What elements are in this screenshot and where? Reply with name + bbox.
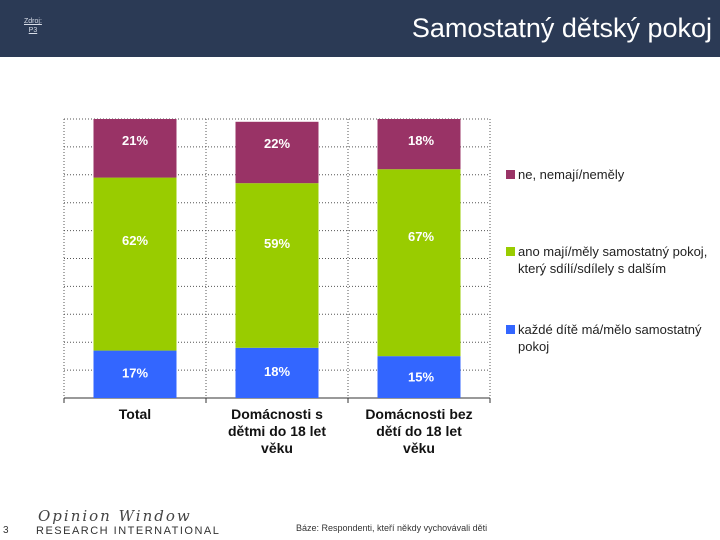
bar-segment bbox=[235, 183, 319, 348]
bar-segment bbox=[377, 119, 461, 170]
legend-label-ne: ne, nemají/neměly bbox=[518, 167, 625, 182]
bar-segment bbox=[93, 350, 177, 398]
source-ref: P3 bbox=[28, 27, 38, 34]
category-tick-label: věku bbox=[261, 440, 293, 456]
bar-segment bbox=[93, 119, 177, 178]
legend-swatch-samostatny bbox=[506, 325, 515, 334]
category-tick-label: věku bbox=[403, 440, 435, 456]
header-bar: Zdroj: P3 Samostatný dětský pokoj bbox=[0, 0, 720, 57]
source-link[interactable]: Zdroj: P3 bbox=[24, 17, 42, 35]
base-note: Báze: Respondenti, kteří někdy vychováva… bbox=[296, 523, 488, 533]
data-label: 18% bbox=[264, 364, 290, 379]
category-tick-label: Total bbox=[119, 406, 151, 422]
data-label: 62% bbox=[122, 233, 148, 248]
bar-segment bbox=[235, 121, 319, 184]
legend-label-samostatny: každé dítě má/mělo samostatný pokoj bbox=[518, 322, 702, 354]
data-label: 17% bbox=[122, 366, 148, 381]
bar-segment bbox=[377, 169, 461, 357]
bar-segment bbox=[93, 177, 177, 351]
legend-swatch-ne bbox=[506, 170, 515, 179]
data-label: 67% bbox=[408, 229, 434, 244]
category-tick-label: dětmi do 18 let bbox=[228, 423, 326, 439]
page-number: 3 bbox=[3, 525, 9, 536]
logo-company-name: RESEARCH INTERNATIONAL bbox=[36, 525, 221, 537]
legend-swatch-ano-sdili bbox=[506, 247, 515, 256]
page-title: Samostatný dětský pokoj bbox=[411, 13, 712, 43]
data-label: 21% bbox=[122, 133, 148, 148]
legend-label-ano-sdili: ano mají/měly samostatný pokoj, který sd… bbox=[518, 244, 708, 276]
data-label: 59% bbox=[264, 236, 290, 251]
bar-segment bbox=[235, 347, 319, 398]
bar-segment bbox=[377, 356, 461, 398]
data-label: 18% bbox=[408, 133, 434, 148]
data-label: 15% bbox=[408, 370, 434, 385]
category-tick-label: dětí do 18 let bbox=[376, 423, 462, 439]
data-label: 22% bbox=[264, 136, 290, 151]
logo-script-text: Opinion Window bbox=[38, 507, 192, 525]
source-label: Zdroj: bbox=[24, 18, 42, 25]
category-tick-label: Domácnosti s bbox=[231, 406, 323, 422]
category-tick-label: Domácnosti bez bbox=[365, 406, 472, 422]
